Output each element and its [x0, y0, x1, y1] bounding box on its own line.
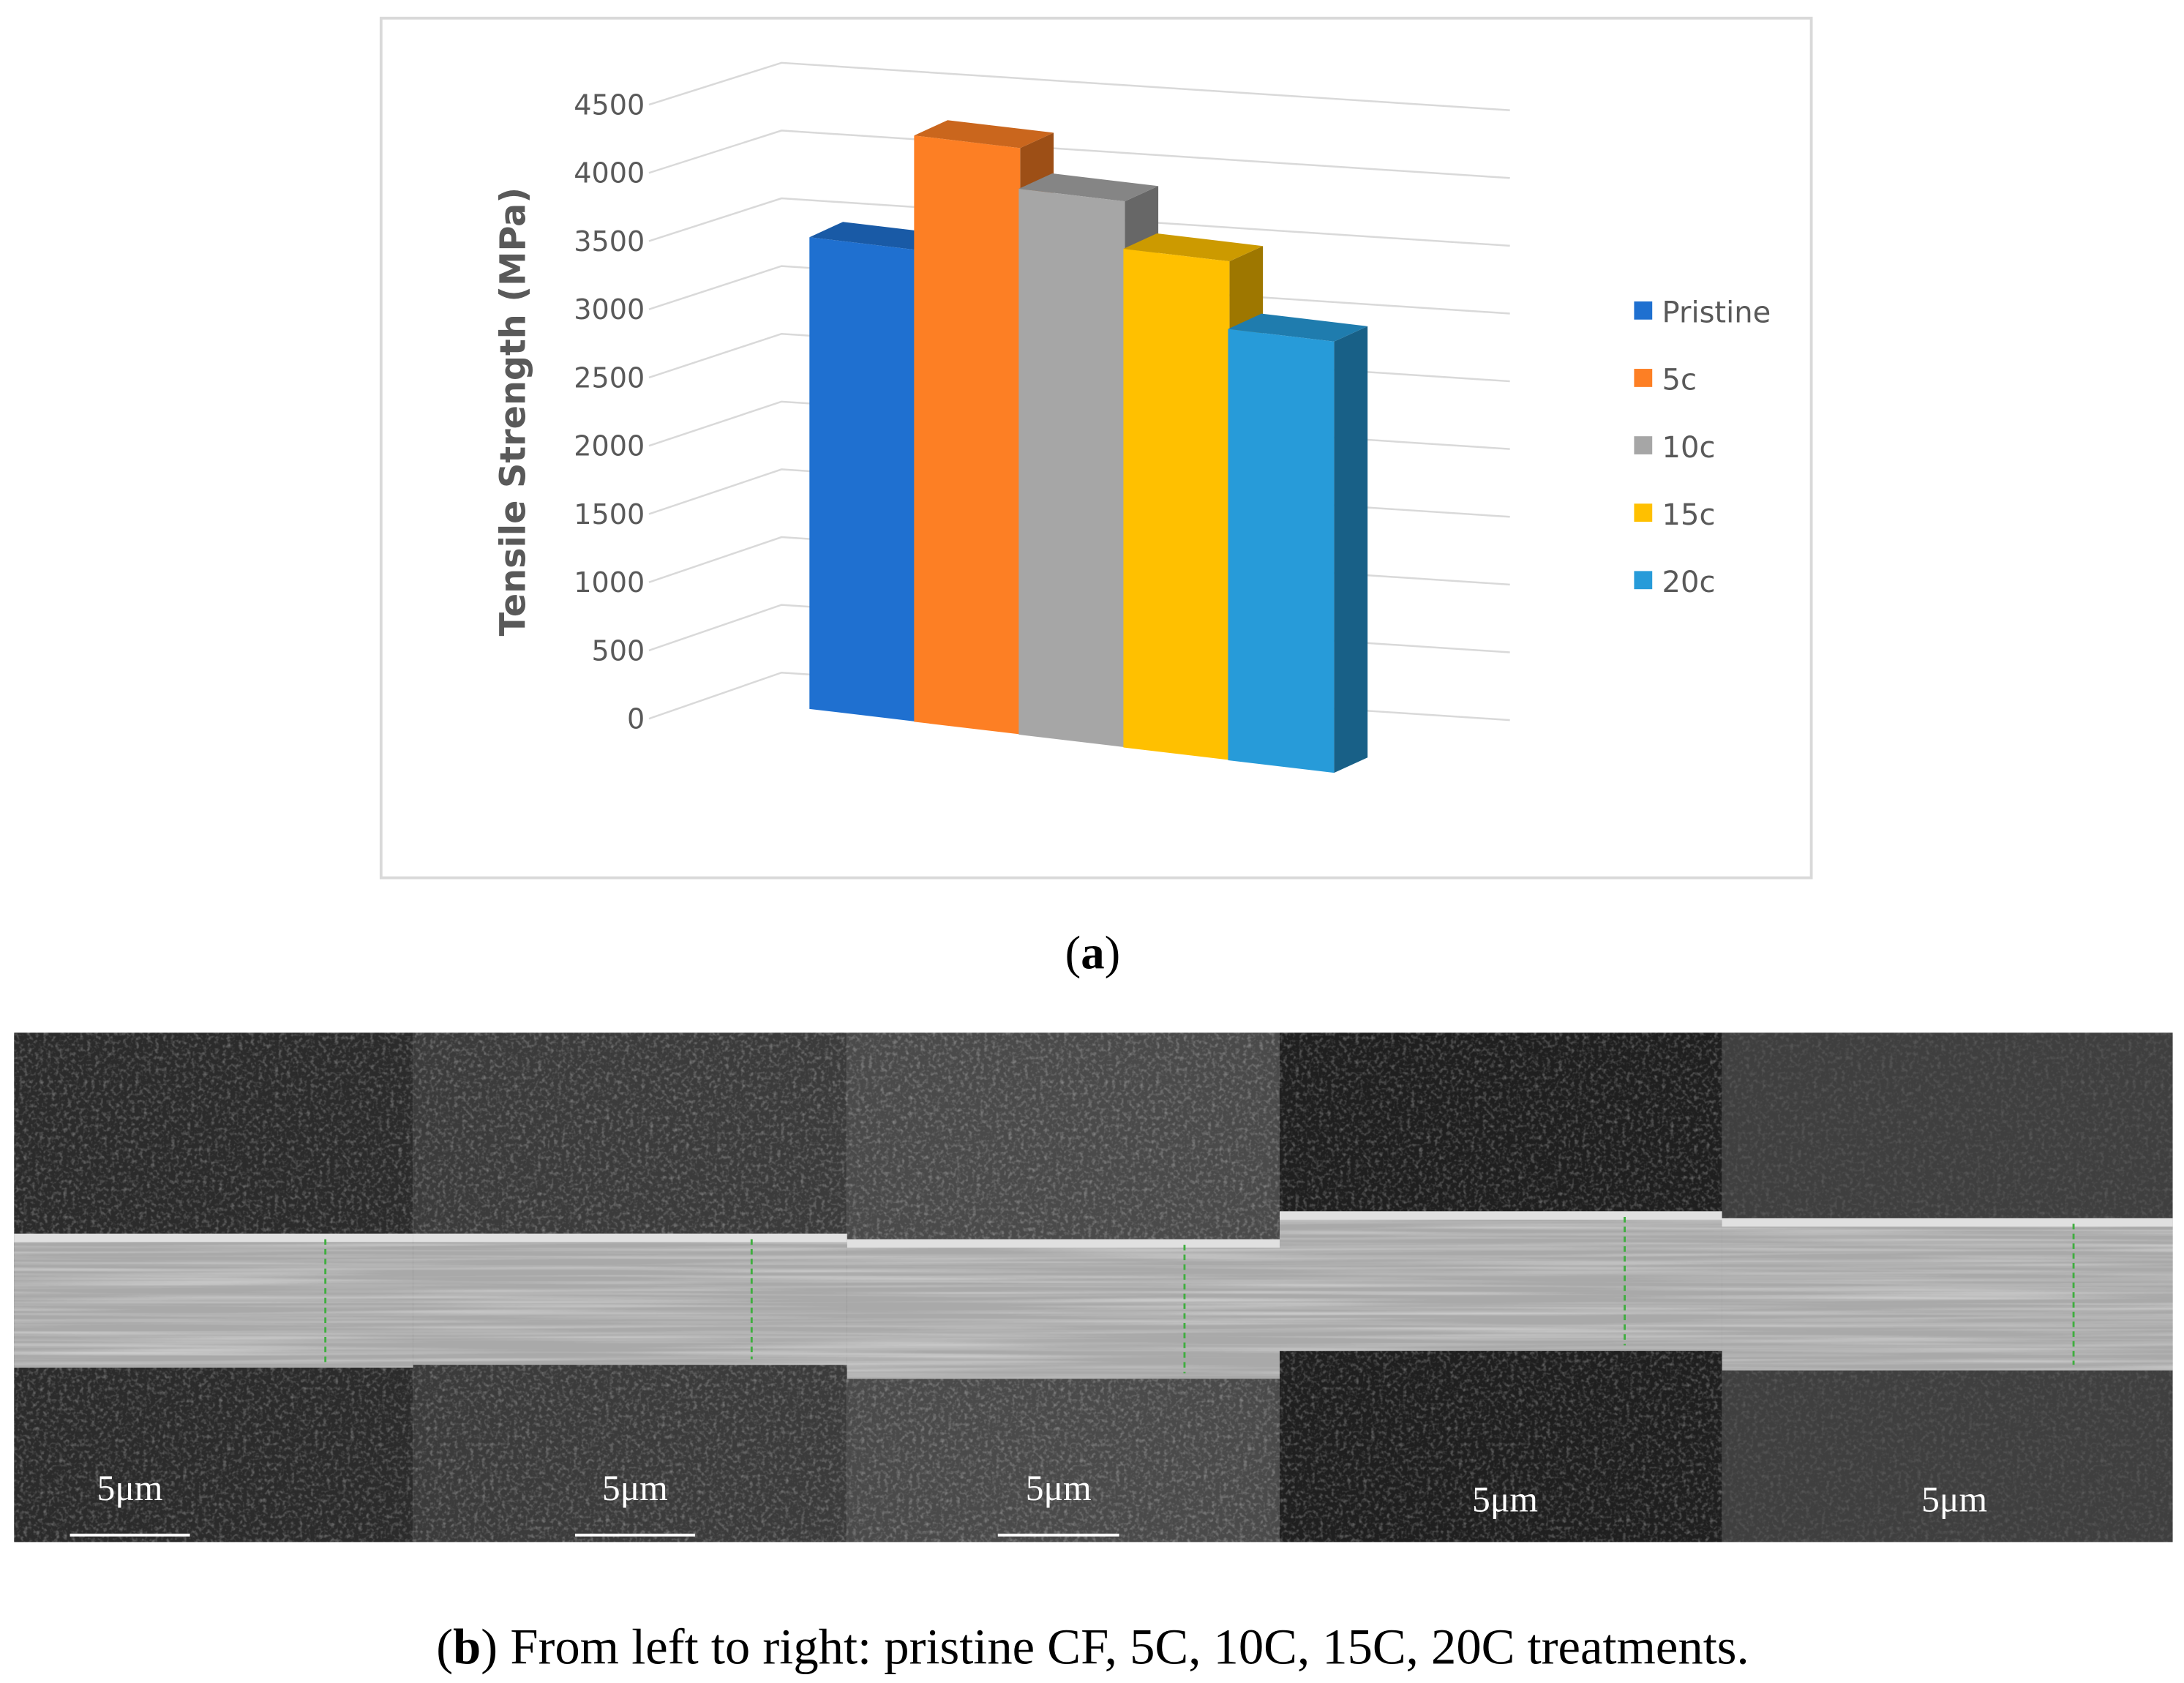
legend-label: 10c — [1662, 431, 1716, 465]
fiber-texture — [413, 1233, 847, 1365]
fiber-texture — [14, 1233, 413, 1368]
grid-line — [648, 61, 1510, 111]
legend-swatch — [1634, 369, 1653, 387]
bar — [1123, 249, 1230, 760]
legend-label: 15c — [1662, 498, 1716, 532]
caption-part: ( — [436, 1619, 453, 1674]
caption-part: a — [1081, 927, 1104, 980]
legend-label: Pristine — [1662, 296, 1771, 330]
grid-line — [648, 130, 1510, 179]
bar-top — [1018, 173, 1159, 202]
legend-swatch — [1634, 503, 1653, 522]
caption-b: (b) From left to right: pristine CF, 5C,… — [436, 1619, 1749, 1674]
scale-label: 5μm — [1026, 1468, 1092, 1508]
fiber-texture — [847, 1239, 1280, 1379]
grid-line — [648, 265, 1510, 315]
y-tick-label: 3500 — [574, 225, 645, 258]
fiber-texture — [1280, 1211, 1722, 1352]
legend-swatch — [1634, 571, 1653, 590]
caption-a: (a) — [1065, 927, 1121, 980]
fiber-texture — [1722, 1218, 2173, 1371]
legend-swatch — [1634, 301, 1653, 320]
y-tick-label: 4000 — [574, 157, 645, 190]
y-tick-label: 4500 — [574, 89, 645, 121]
fiber-edge — [1280, 1211, 1722, 1220]
y-axis-label: Tensile Strength (MPa) — [493, 187, 533, 636]
y-tick-label: 1000 — [574, 566, 645, 599]
grid-line — [648, 197, 1510, 247]
bar — [809, 237, 916, 721]
scale-label: 5μm — [1921, 1479, 1987, 1519]
bar-side — [1334, 326, 1368, 773]
scale-label: 5μm — [97, 1468, 163, 1508]
caption-part: ( — [1065, 927, 1081, 980]
bar — [914, 135, 1021, 735]
legend-label: 20c — [1662, 566, 1716, 599]
bar-top — [1123, 233, 1264, 262]
scale-label: 5μm — [1472, 1479, 1538, 1519]
fiber-edge — [847, 1239, 1280, 1248]
legend-label: 5c — [1662, 364, 1697, 397]
scale-label: 5μm — [602, 1468, 668, 1508]
legend-swatch — [1634, 436, 1653, 454]
bar — [1228, 329, 1335, 773]
y-tick-label: 2500 — [574, 361, 645, 394]
sem-strip: 5μm 5μm 5μm 5μm 5μm — [14, 1032, 2173, 1548]
fiber-edge — [413, 1233, 847, 1242]
y-tick-label: 0 — [627, 703, 645, 735]
caption-part: b — [453, 1619, 481, 1674]
bar-top — [1228, 313, 1368, 342]
y-tick-label: 2000 — [574, 430, 645, 462]
fiber-edge — [14, 1233, 413, 1242]
y-tick-label: 1500 — [574, 498, 645, 531]
y-tick-label: 3000 — [574, 293, 645, 326]
fiber-edge — [1722, 1218, 2173, 1227]
caption-part: ) From left to right: pristine CF, 5C, 1… — [481, 1619, 1749, 1674]
y-tick-label: 500 — [591, 634, 645, 667]
bar-top — [914, 120, 1054, 149]
bar — [1018, 189, 1125, 748]
caption-part: ) — [1105, 927, 1121, 980]
